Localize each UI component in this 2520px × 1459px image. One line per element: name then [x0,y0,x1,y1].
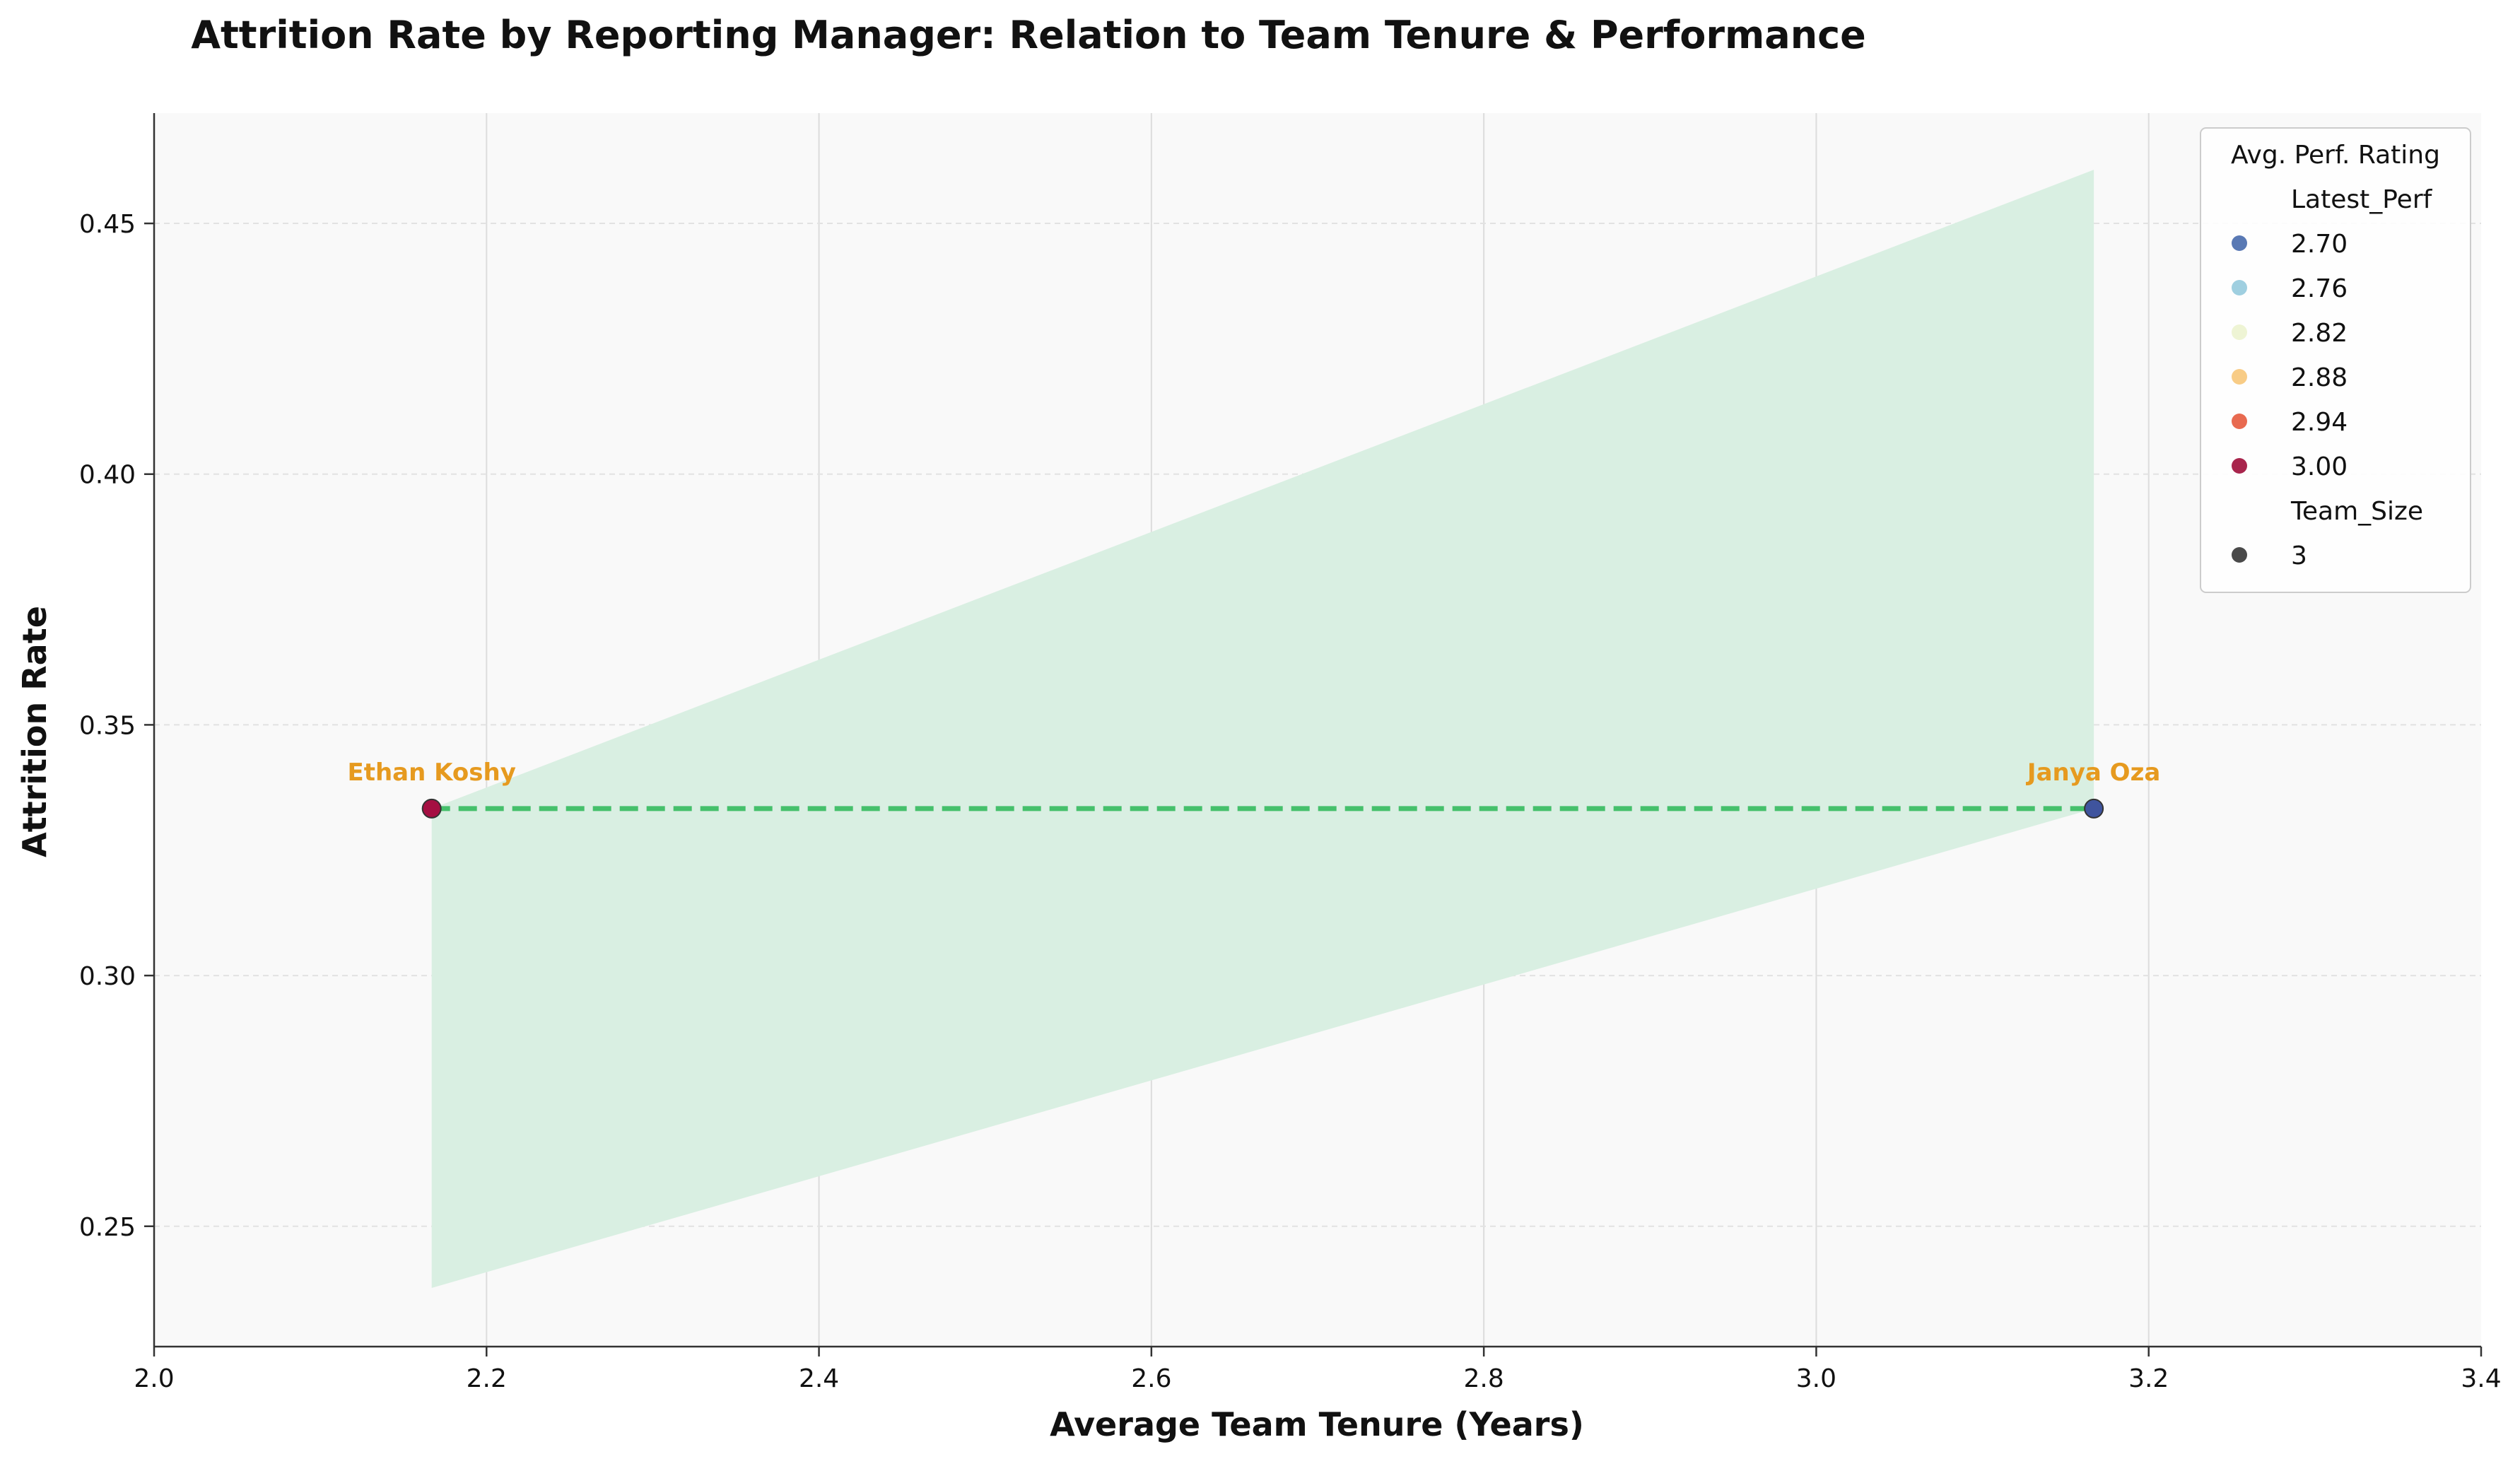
y-tick-label: 0.25 [79,1213,136,1242]
legend-label: 2.94 [2291,408,2348,437]
x-axis-ticks: 2.0 2.2 2.4 2.6 2.8 3.0 3.2 3.4 [134,1347,2502,1393]
legend-box [2200,127,2471,593]
legend-marker [2232,280,2247,295]
x-tick-label: 2.6 [1131,1364,1171,1393]
legend-marker [2232,458,2247,474]
y-axis-label: Attrition Rate [16,606,54,857]
legend-label: 2.70 [2291,230,2348,259]
y-tick-label: 0.30 [79,962,136,991]
scatter-points [421,798,2104,819]
legend-label: Team_Size [2290,497,2423,526]
x-tick-label: 2.0 [134,1364,174,1393]
legend-title: Avg. Perf. Rating [2231,141,2440,170]
legend-label: 2.88 [2291,363,2348,392]
y-tick-label: 0.40 [79,461,136,490]
y-axis-ticks: 0.25 0.30 0.35 0.40 0.45 [79,210,154,1242]
legend-label: 2.82 [2291,319,2348,348]
legend-label: 3.00 [2291,452,2348,481]
point-label: Janya Oza [2026,758,2160,787]
legend-marker [2232,235,2247,251]
confidence-band-area [431,170,2094,1289]
legend-marker [2232,324,2247,340]
x-tick-label: 2.8 [1464,1364,1504,1393]
legend-label: 3 [2291,541,2307,570]
y-tick-label: 0.35 [79,711,136,740]
legend-label: 2.76 [2291,274,2348,303]
x-tick-label: 3.2 [2128,1364,2169,1393]
axes [153,113,2481,1348]
x-axis-label: Average Team Tenure (Years) [1050,1405,1584,1443]
confidence-band [431,170,2094,1289]
x-tick-label: 2.4 [799,1364,839,1393]
data-point [2084,798,2104,819]
y-tick-label: 0.45 [79,210,136,239]
legend-label: Latest_Perf [2291,185,2433,214]
chart-title: Attrition Rate by Reporting Manager: Rel… [191,13,1866,57]
legend-marker [2232,369,2247,385]
x-tick-label: 3.4 [2461,1364,2501,1393]
x-tick-label: 3.0 [1796,1364,1836,1393]
point-annotations: Ethan Koshy Janya Oza [347,758,2160,787]
x-tick-label: 2.2 [467,1364,507,1393]
legend-marker [2232,414,2247,429]
legend-marker [2232,547,2247,563]
data-point [421,798,442,819]
point-label: Ethan Koshy [347,758,515,787]
legend: Avg. Perf. Rating Latest_Perf 2.70 2.76 2.82… [2200,127,2471,593]
